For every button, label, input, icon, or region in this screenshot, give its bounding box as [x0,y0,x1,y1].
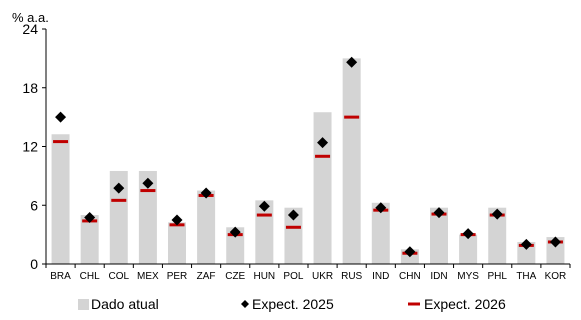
expect-2026-mark-mex [140,189,156,193]
x-tick-label-zaf: ZAF [197,271,216,282]
expect-2025-point-idn [433,207,445,219]
legend-label-expect-2026: Expect. 2026 [424,296,506,312]
x-tick-label-per: PER [167,271,188,282]
x-tick-label-chl: CHL [80,271,100,282]
expect-2026-layer [53,115,563,255]
expect-2026-mark-hun [256,213,272,217]
bar-ind [371,202,390,264]
bar-mex [138,170,157,264]
expect-2025-point-zaf [200,187,212,199]
expect-2025-point-chl [84,211,96,223]
y-tick-label-12: 12 [22,139,38,155]
x-tick-label-ind: IND [372,271,389,282]
expect-2026-mark-pol [285,225,301,229]
legend-swatch-expect-2026 [408,302,420,306]
expect-2025-point-col [113,182,125,194]
x-tick-label-idn: IDN [430,271,447,282]
bar-col [109,170,128,264]
expect-2026-mark-bra [53,140,69,144]
expect-2025-point-hun [258,200,270,212]
x-tick-label-mys: MYS [457,271,479,282]
expect-2025-point-ind [375,202,387,214]
y-tick-label-0: 0 [30,256,38,272]
legend-swatch-expect-2025 [241,300,249,308]
bar-cze [226,227,245,264]
x-tick-label-mex: MEX [137,271,159,282]
bar-kor [546,237,565,264]
legend-swatch-dado-atual [78,299,89,310]
y-tick-label-18: 18 [22,80,38,96]
x-tick-label-cze: CZE [225,271,245,282]
expect-2025-point-mex [142,177,154,189]
expect-2025-layer [55,56,561,258]
y-axis-label: % a.a. [12,10,49,25]
legend: Dado atual Expect. 2025 Expect. 2026 [78,296,506,312]
bar-bra [51,134,70,264]
bar-idn [430,207,448,264]
x-tick-label-kor: KOR [545,271,567,282]
bar-phl [488,207,507,264]
axes-layer: 0 6 12 18 24 BRA CHL COL MEX PER ZAF CZE HUN POL UKR RU… [22,21,571,282]
expect-2025-point-per [171,214,183,226]
x-tick-label-phl: PHL [487,271,507,282]
expect-2026-mark-ukr [315,154,331,158]
expect-2025-point-ukr [317,137,329,149]
x-tick-label-pol: POL [283,271,303,282]
expect-2025-point-chn [404,246,416,258]
x-tick-label-chn: CHN [399,271,421,282]
bar-mys [459,234,478,264]
x-tick-label-bra: BRA [50,271,71,282]
bar-ukr [313,112,332,265]
x-tick-label-tha: THA [516,271,536,282]
expect-2025-point-pol [287,209,299,221]
expect-2025-point-mys [462,228,474,240]
legend-label-expect-2025: Expect. 2025 [252,296,334,312]
x-tick-label-hun: HUN [253,271,275,282]
bars-layer [51,58,565,265]
expect-2025-point-tha [520,238,532,250]
y-tick-label-6: 6 [30,197,38,213]
expect-2026-mark-col [111,198,127,202]
expect-2026-mark-rus [344,115,360,119]
bar-pol [284,207,303,264]
expect-2025-point-rus [346,56,358,68]
expect-2025-point-cze [229,226,241,238]
legend-label-dado-atual: Dado atual [91,296,159,312]
bar-zaf [197,190,216,264]
x-tick-label-col: COL [108,271,129,282]
expect-2025-point-phl [491,208,503,220]
bar-per [168,222,186,264]
y-tick-label-24: 24 [22,21,38,37]
bar-rus [342,58,361,264]
bar-chl [80,215,99,264]
bar-tha [517,241,536,264]
x-tick-label-ukr: UKR [312,271,333,282]
expect-2025-point-kor [549,236,561,248]
expect-2025-point-bra [55,111,67,123]
x-tick-label-rus: RUS [341,271,362,282]
